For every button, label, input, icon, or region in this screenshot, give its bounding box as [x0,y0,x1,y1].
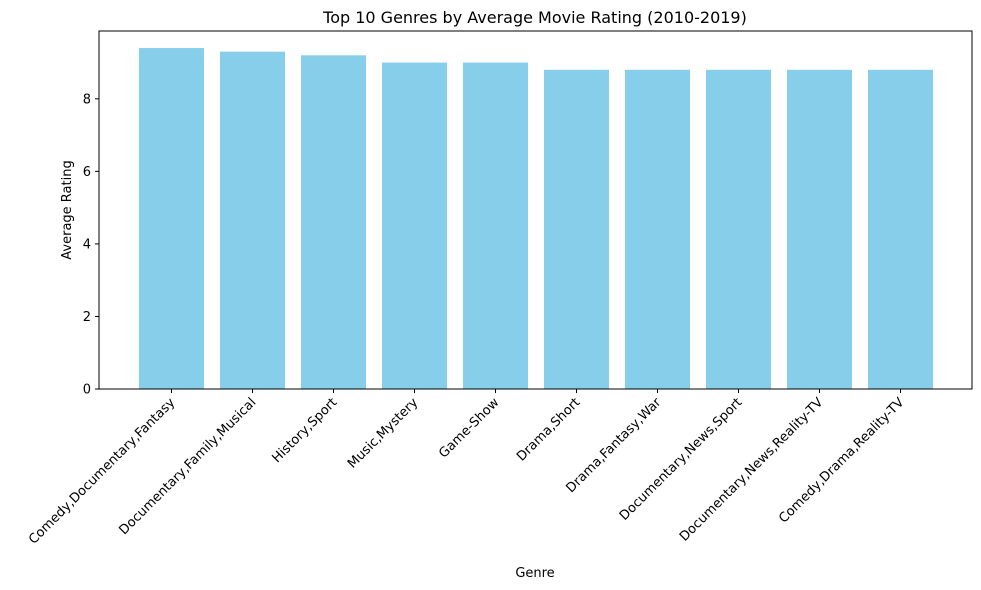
bar [625,69,690,389]
bar [868,69,933,389]
x-tick-label: History,Sport [269,395,340,466]
bar [139,48,204,390]
y-tick-label: 8 [83,92,91,107]
x-tick-label: Comedy,Documentary,Fantasy [26,395,178,547]
x-axis-label: Genre [515,566,554,581]
bar [220,51,285,389]
x-tick-label: Drama,Short [514,395,583,464]
plot-frame [98,30,973,390]
y-axis-ticks: 0 2 4 6 8 [83,92,99,398]
x-tick-label: Documentary,Family,Musical [116,395,259,538]
bar [382,62,447,389]
y-tick-label: 2 [83,310,91,325]
x-tick-label: Documentary,News,Reality-TV [677,395,826,544]
bar [787,69,852,389]
bar [544,69,609,389]
chart-title: Top 10 Genres by Average Movie Rating (2… [322,8,747,27]
bar [301,55,366,389]
x-tick-label: Music,Mystery [345,395,422,472]
y-tick-label: 4 [83,237,91,252]
y-tick-label: 0 [83,383,91,398]
y-tick-label: 6 [83,165,91,180]
x-axis-ticks: Comedy,Documentary,FantasyDocumentary,Fa… [26,389,907,547]
bar [706,69,771,389]
y-axis-label: Average Rating [60,160,75,259]
bars-group [139,48,933,390]
x-tick-label: Game-Show [436,395,502,461]
bar [463,62,528,389]
